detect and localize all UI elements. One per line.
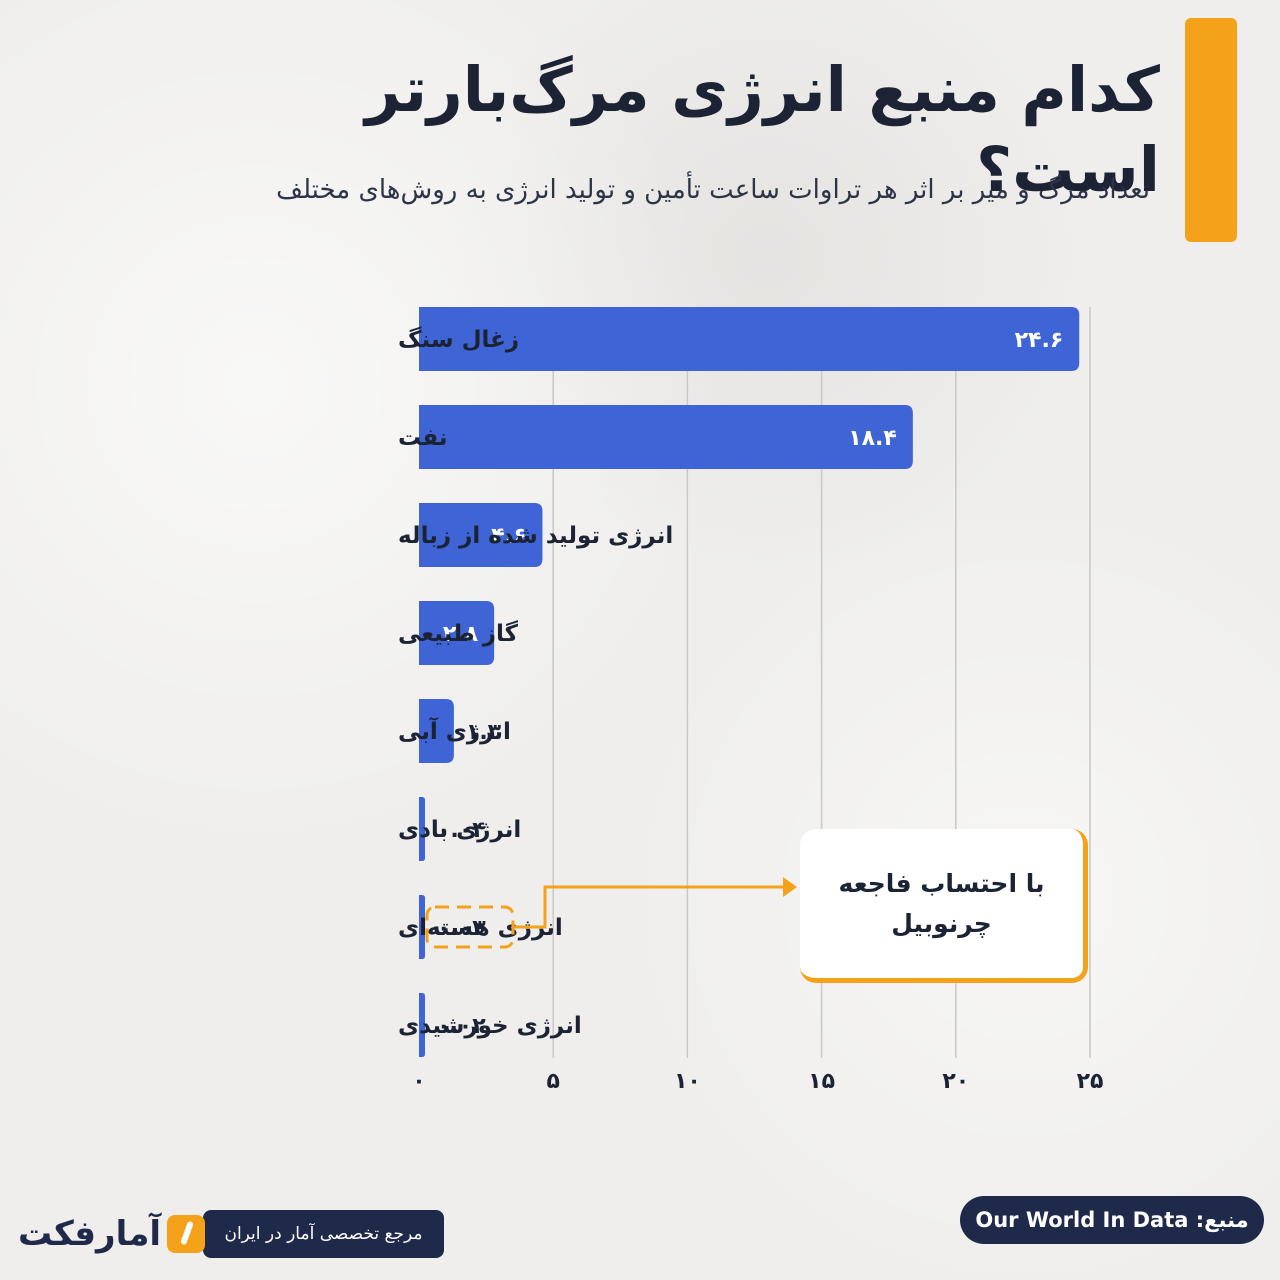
bar-value-label: ۰.۰۲ bbox=[437, 1014, 486, 1039]
connector-arrowhead bbox=[783, 877, 797, 897]
page-subtitle: تعداد مرگ و میر بر اثر هر تراوات ساعت تأ… bbox=[276, 175, 1150, 205]
chernobyl-callout: با احتساب فاجعه چرنوبیل bbox=[800, 829, 1088, 983]
bar-value-label: ۴.۶ bbox=[491, 524, 526, 549]
bar-value-label: ۱۸.۴ bbox=[848, 426, 897, 451]
x-tick-label: ۰ bbox=[412, 1069, 425, 1094]
logo-text: آمارفکت bbox=[18, 1214, 162, 1254]
tagline-badge: مرجع تخصصی آمار در ایران bbox=[203, 1210, 444, 1258]
source-badge: منبع: Our World In Data bbox=[960, 1196, 1264, 1244]
bar-value-label: ۲۴.۶ bbox=[1015, 328, 1064, 353]
logo-icon bbox=[167, 1215, 206, 1253]
bar-value-label: ۰.۰۳ bbox=[437, 916, 486, 941]
category-label: انرژی آبی bbox=[398, 716, 511, 745]
category-label: زغال سنگ bbox=[398, 326, 519, 353]
bar bbox=[419, 895, 425, 959]
category-label: انرژی خورشیدی bbox=[398, 1013, 582, 1039]
category-label: گاز طبیعی bbox=[398, 620, 519, 647]
bar-value-label: ۱.۳ bbox=[466, 720, 502, 745]
bar bbox=[419, 797, 425, 861]
x-tick-label: ۲۰ bbox=[942, 1069, 969, 1094]
category-label: نفت bbox=[398, 425, 448, 451]
x-tick-label: ۱۰ bbox=[674, 1069, 701, 1094]
tick-layer: ۰ ۵ ۱۰ ۱۵ ۲۰ ۲۵ bbox=[412, 1069, 1103, 1094]
bar bbox=[419, 405, 913, 469]
category-label: انرژی بادی bbox=[398, 817, 521, 843]
page-title: کدام منبع انرژی مرگ‌بارتر است؟ bbox=[365, 53, 1160, 206]
x-tick-label: ۵ bbox=[546, 1069, 559, 1094]
callout-text: با احتساب فاجعه چرنوبیل bbox=[838, 868, 1045, 938]
x-tick-label: ۲۵ bbox=[1077, 1069, 1104, 1094]
bar-layer bbox=[419, 307, 1080, 1057]
bar bbox=[419, 307, 1080, 371]
connector-line bbox=[513, 885, 785, 929]
brand-logo: آمارفکت bbox=[18, 1210, 206, 1258]
accent-bar bbox=[1185, 18, 1237, 242]
bar bbox=[419, 699, 454, 763]
x-tick-label: ۱۵ bbox=[808, 1069, 835, 1094]
callout-connector bbox=[425, 877, 797, 949]
bar-value-label: ۲.۸ bbox=[443, 622, 479, 647]
bar bbox=[419, 993, 425, 1057]
category-label: انرژی تولید شده از زباله bbox=[398, 523, 673, 549]
bar-value-label: ۰.۰۴ bbox=[437, 818, 486, 843]
bar bbox=[419, 601, 495, 665]
bar bbox=[419, 503, 543, 567]
